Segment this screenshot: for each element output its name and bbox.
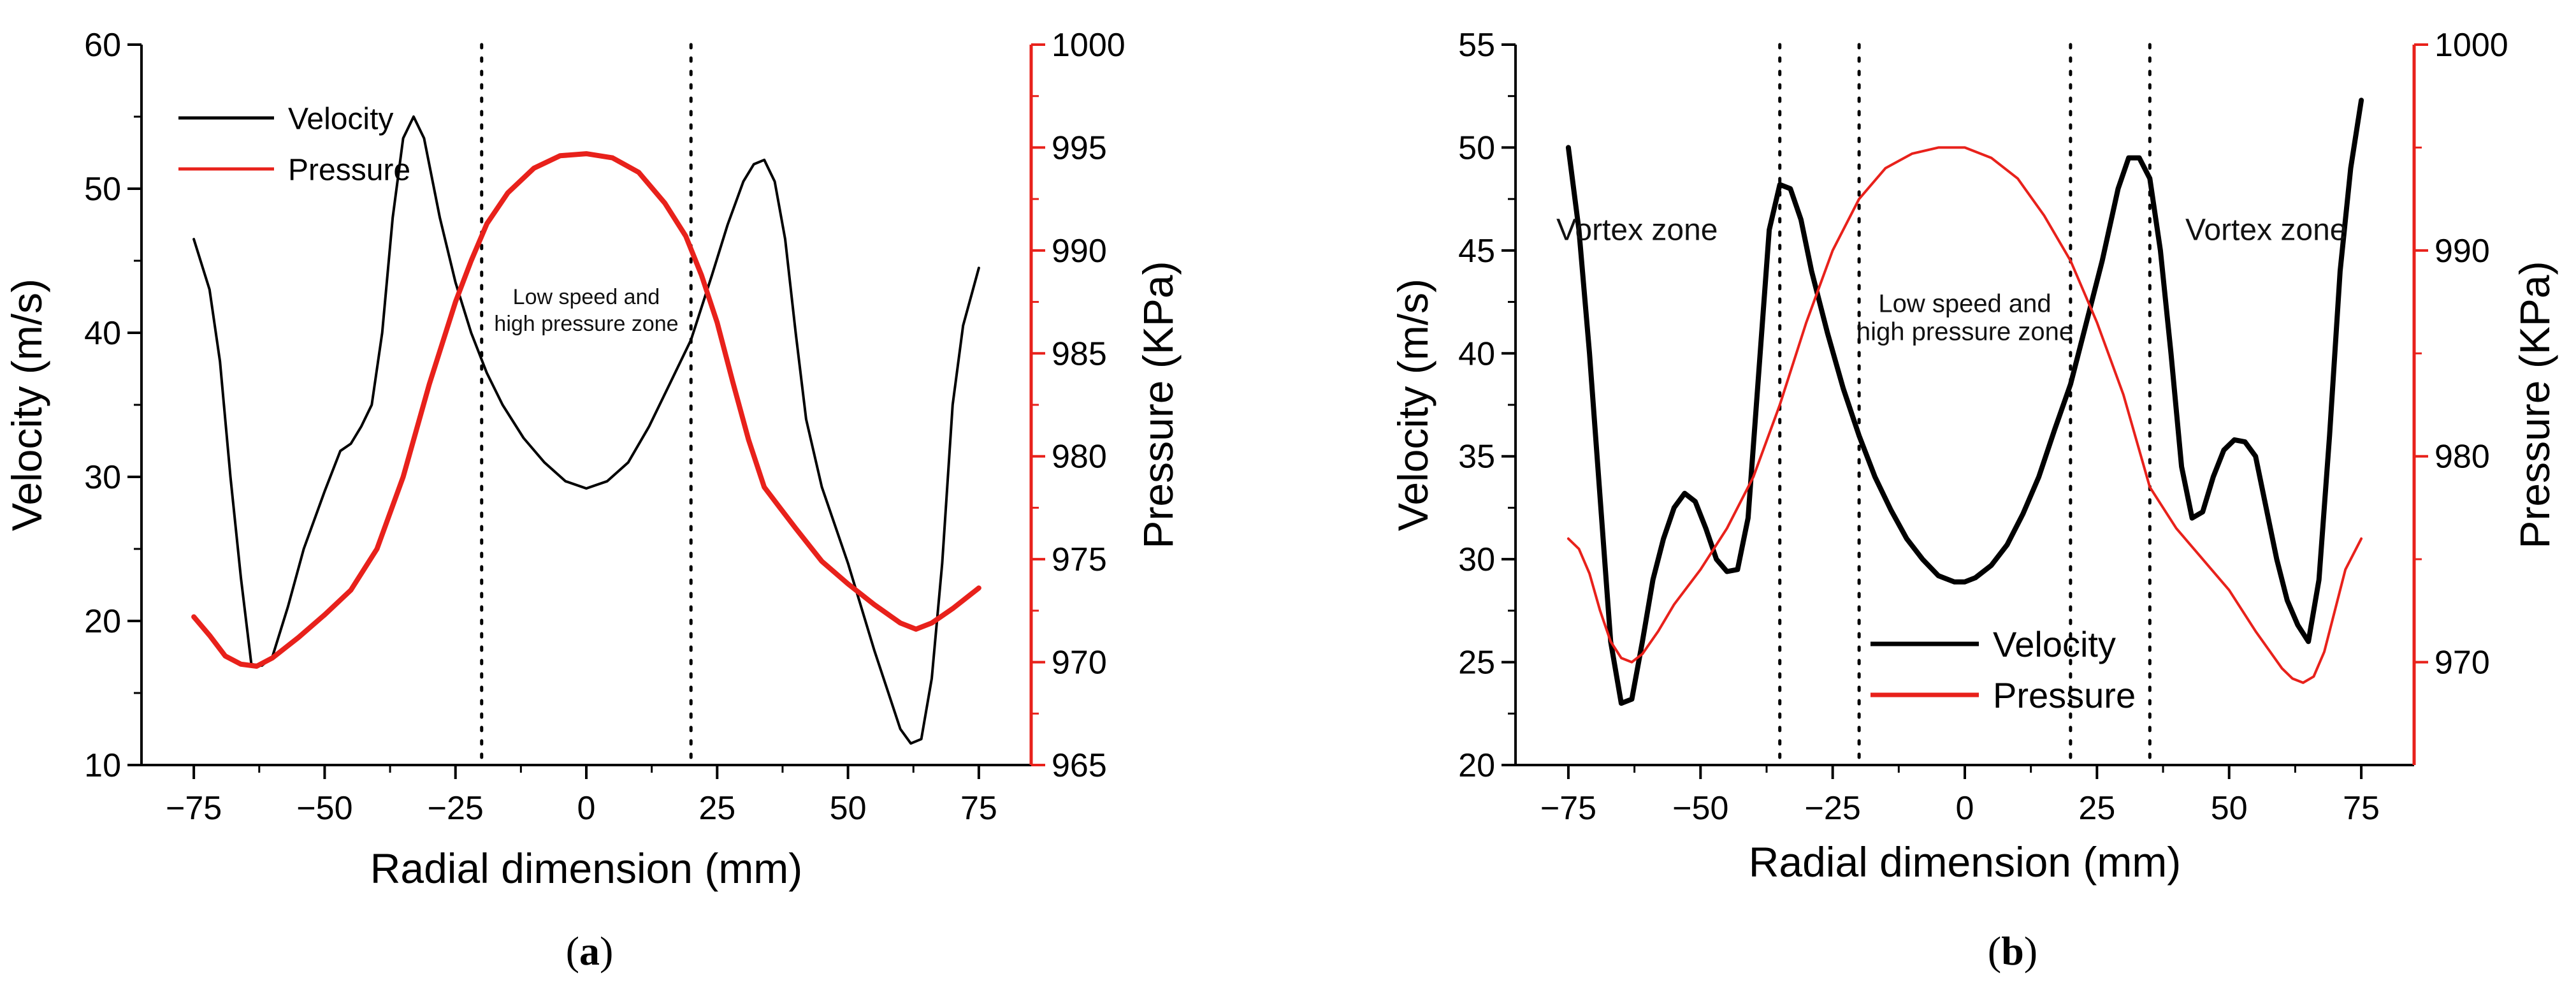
y-tick-label: 30 [1458,541,1495,578]
legend-label-pressure: Pressure [1993,675,2136,715]
y2-tick-label: 1000 [1052,27,1125,64]
zone-annotation: Low speed and [1878,290,2051,318]
x-tick-label: 75 [2343,790,2380,827]
x-tick-label: 75 [960,790,997,827]
velocity-series-line [192,115,980,745]
chart-panel-b: −75 −50 −25 0 25 50 75 20 25 30 35 40 45 50 55 970 980 99… [1389,27,2558,886]
y2-tick-label: 980 [1052,439,1107,476]
y2-tick-label: 990 [2435,233,2490,270]
y2-tick-label: 970 [2435,645,2490,682]
y2-tick-label: 975 [1052,541,1107,578]
y2-axis-title: Pressure (KPa) [1134,261,1182,548]
y2-tick-label: 990 [1052,233,1107,270]
zone-annotation: Low speed and [513,285,660,309]
y-tick-label: 35 [1458,439,1495,476]
zone-annotation: Vortex zone [2185,214,2347,247]
x-tick-label: −50 [1672,790,1728,827]
legend-label-velocity: Velocity [1993,624,2116,664]
x-tick-label: 0 [1956,790,1974,827]
y-tick-label: 25 [1458,645,1495,682]
y-tick-label: 30 [84,459,121,496]
pressure-series-line [191,151,981,669]
velocity-series-line [1565,98,2364,706]
x-tick-label: −75 [166,790,222,827]
y-tick-label: 50 [84,171,121,208]
y2-axis-title: Pressure (KPa) [2511,261,2558,548]
x-tick-label: 25 [2078,790,2115,827]
y-tick-label: 40 [1458,335,1495,372]
chart-panel-a: −75 −50 −25 0 25 50 75 10 20 30 40 50 60 965 970 975 980… [3,27,1182,892]
x-tick-label: 0 [577,790,596,827]
y-axis-title: Velocity (m/s) [1389,279,1436,531]
y-tick-label: 10 [84,747,121,784]
zone-annotation: high pressure zone [494,312,678,336]
y-tick-label: 20 [1458,747,1495,784]
legend-label-velocity: Velocity [288,102,393,136]
y-tick-label: 55 [1458,27,1495,64]
zone-annotation: high pressure zone [1856,318,2073,346]
x-tick-label: −25 [428,790,484,827]
y2-tick-label: 995 [1052,129,1107,166]
zone-annotation: Vortex zone [1556,214,1718,247]
x-tick-label: 50 [830,790,867,827]
panel-caption-a-letter: a [579,928,600,974]
x-tick-label: 25 [698,790,735,827]
panel-caption-a: (a) [566,928,614,974]
x-axis-title: Radial dimension (mm) [370,845,803,892]
y2-tick-label: 985 [1052,335,1107,372]
legend-label-pressure: Pressure [288,153,410,187]
x-tick-label: −50 [296,790,352,827]
y-tick-label: 20 [84,603,121,640]
x-axis-title: Radial dimension (mm) [1749,838,2182,886]
y-tick-label: 45 [1458,233,1495,270]
x-tick-label: −75 [1540,790,1596,827]
y2-tick-label: 980 [2435,439,2490,476]
x-tick-label: 50 [2211,790,2248,827]
y-tick-label: 40 [84,315,121,352]
x-tick-label: −25 [1805,790,1861,827]
panel-caption-b-letter: b [2001,928,2024,974]
y-tick-label: 50 [1458,129,1495,166]
y-axis-title: Velocity (m/s) [3,279,50,531]
y2-tick-label: 1000 [2435,27,2508,64]
pressure-series-line [1567,146,2363,684]
y2-tick-label: 965 [1052,747,1107,784]
y2-tick-label: 970 [1052,645,1107,682]
y-tick-label: 60 [84,27,121,64]
panel-caption-b: (b) [1988,928,2037,974]
